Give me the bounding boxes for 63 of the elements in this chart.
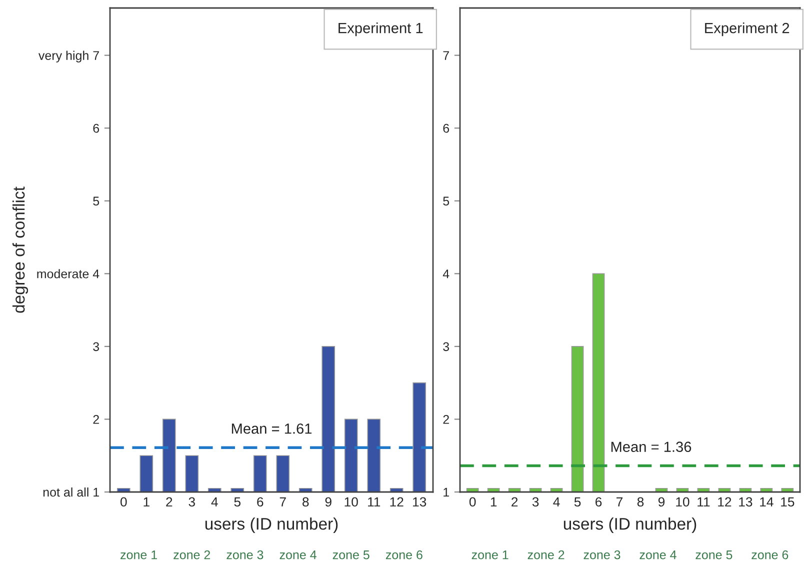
text: zone 2 bbox=[528, 550, 564, 560]
y-tick-label: 2 bbox=[93, 415, 99, 424]
y-tick-label: not al all 1 bbox=[43, 487, 99, 497]
x-tick-label: 8 bbox=[302, 497, 309, 507]
ref-line-label: Mean = 1.36 bbox=[611, 442, 692, 452]
text: Experiment 1 bbox=[338, 22, 423, 36]
x-tick-label: 13 bbox=[413, 497, 426, 507]
x-tick-label: 4 bbox=[553, 497, 560, 506]
y-tick-label: 3 bbox=[443, 342, 450, 352]
x-tick-label: 1 bbox=[144, 497, 150, 506]
y-tick-label: 4 bbox=[442, 270, 450, 278]
x-axis-title: users (ID number) bbox=[564, 517, 696, 534]
x-tick-label: 9 bbox=[325, 497, 332, 507]
text: Experiment 2 bbox=[705, 22, 790, 36]
x-tick-label: 8 bbox=[637, 497, 644, 507]
text: zone 4 bbox=[280, 550, 316, 560]
ref-line-label: Mean = 1.61 bbox=[232, 423, 312, 434]
y-tick-label: 5 bbox=[443, 196, 450, 206]
x-tick-label: 13 bbox=[739, 497, 752, 507]
text: zone 1 bbox=[120, 550, 157, 560]
x-tick-label: 3 bbox=[188, 497, 195, 507]
y-tick-label: 6 bbox=[443, 124, 450, 133]
x-tick-label: 3 bbox=[532, 497, 539, 507]
x-tick-label: 12 bbox=[390, 497, 404, 506]
y-tick-label: 5 bbox=[93, 196, 100, 206]
text: zone 4 bbox=[640, 550, 676, 560]
x-tick-label: 7 bbox=[616, 497, 623, 506]
x-tick-label: 6 bbox=[257, 497, 264, 507]
text: zone 3 bbox=[226, 550, 264, 560]
x-tick-label: 9 bbox=[658, 497, 665, 507]
x-tick-label: 10 bbox=[344, 497, 358, 507]
text: zone 2 bbox=[174, 550, 210, 560]
x-tick-label: 12 bbox=[718, 497, 732, 506]
x-tick-label: 11 bbox=[368, 497, 380, 506]
y-tick-label: 3 bbox=[93, 342, 100, 352]
y-tick-label: very high 7 bbox=[38, 50, 99, 62]
x-tick-label: 7 bbox=[280, 497, 286, 506]
x-axis-title: users (ID number) bbox=[205, 517, 338, 534]
y-axis-title: degree of conflict bbox=[12, 186, 28, 313]
y-tick-label: 2 bbox=[443, 415, 449, 424]
x-tick-label: 1 bbox=[490, 497, 497, 506]
text: zone 1 bbox=[472, 550, 508, 560]
x-tick-label: 10 bbox=[676, 497, 690, 507]
x-tick-label: 2 bbox=[512, 497, 518, 506]
x-tick-label: 5 bbox=[234, 497, 240, 507]
y-tick-label: 1 bbox=[444, 488, 449, 497]
x-tick-label: 2 bbox=[166, 497, 172, 506]
text: zone 5 bbox=[696, 550, 732, 560]
x-tick-label: 0 bbox=[469, 497, 476, 507]
y-tick-label: 7 bbox=[443, 51, 449, 60]
text: zone 5 bbox=[332, 550, 370, 560]
x-tick-label: 4 bbox=[211, 497, 218, 506]
x-tick-label: 5 bbox=[574, 497, 581, 507]
text: zone 3 bbox=[584, 550, 620, 560]
x-tick-label: 6 bbox=[596, 497, 602, 507]
y-tick-label: 6 bbox=[93, 124, 100, 133]
text: zone 6 bbox=[752, 550, 788, 560]
x-tick-label: 15 bbox=[781, 497, 794, 507]
x-tick-label: 14 bbox=[760, 497, 774, 506]
x-tick-label: 11 bbox=[698, 497, 710, 506]
text: zone 6 bbox=[386, 550, 422, 560]
x-tick-label: 0 bbox=[120, 497, 127, 507]
y-tick-label: moderate 4 bbox=[37, 269, 100, 278]
